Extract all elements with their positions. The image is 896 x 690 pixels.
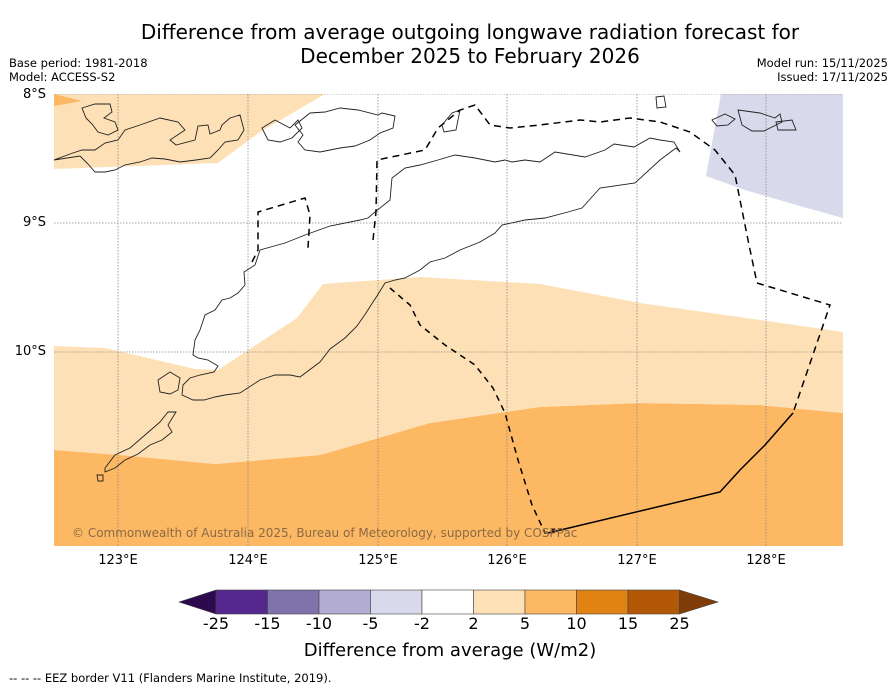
coastline-islet-1 [96,474,104,482]
lon-label-124e: 124°E [228,553,268,568]
coastline-savu [157,371,181,395]
lon-label-123e: 123°E [98,553,138,568]
colorbar-tick-label: -5 [362,614,379,633]
model-run-date: Model run: 15/11/2025 [756,56,888,70]
issued-date: Issued: 17/11/2025 [777,70,888,84]
title-line-2: December 2025 to February 2026 [300,44,640,68]
colorbar-tick-label: -10 [305,614,333,633]
colorbar-swatch-1 [267,589,320,615]
lat-label-10s: 10°S [14,344,46,359]
colorbar-tick-label: 2 [468,614,479,633]
colorbar-swatch-6 [524,589,577,615]
title-line-1: Difference from average outgoing longwav… [140,20,800,44]
coastline-rote [104,411,177,473]
coastline-small-island-2 [655,95,667,109]
eez-legend-footer: -- -- -- EEZ border V11 (Flanders Marine… [9,671,332,685]
colorbar-tick-label: -25 [202,614,230,633]
eez-border-dashed-timor [389,287,556,534]
model-info: Base period: 1981-2018 Model: ACCESS-S2 [9,56,148,84]
lat-label-8s: 8°S [22,87,46,102]
coastline-flores-west [81,103,119,136]
coastlines [54,95,797,482]
coastline-north-islands [54,114,245,173]
colorbar-swatch-7 [576,589,629,615]
colorbar-swatch-3 [370,589,423,615]
lon-label-128e: 128°E [746,553,786,568]
chart-title: Difference from average outgoing longwav… [100,20,840,68]
model-name: Model: ACCESS-S2 [9,70,116,84]
coastline-timor [181,137,681,401]
lon-label-126e: 126°E [487,553,527,568]
colorbar-label: Difference from average (W/m2) [303,640,597,661]
colorbar-tick-label: -15 [254,614,281,633]
colorbar-swatch-0 [215,589,268,615]
colorbar-tick-label: 5 [519,614,531,633]
region-lavender-northeast [706,94,843,218]
colorbar-tick-label: 15 [617,614,639,633]
coastline-tanimbar-2 [737,109,783,132]
lat-label-9s: 9°S [22,215,46,230]
colorbar-swatch-8 [627,589,680,615]
plot-area [54,94,843,546]
coastline-island-alor [261,119,303,143]
coastline-tanimbar-3 [775,119,797,131]
base-period: Base period: 1981-2018 [9,56,148,70]
run-info: Model run: 15/11/2025 Issued: 17/11/2025 [757,56,888,84]
eez-border-solid [547,412,794,534]
gridlines [54,94,843,546]
coastline-wetar [294,107,396,153]
colorbar-tick-label: 25 [669,614,690,633]
region-light-orange-north [54,94,325,169]
colorbar-extend-min [178,589,217,615]
colorbar-swatch-4 [421,589,474,615]
colorbar-tick-label: 10 [566,614,587,633]
eez-border-dashed [251,104,831,414]
colorbar-extend-max [679,589,720,615]
lon-label-125e: 125°E [358,553,398,568]
copyright-notice: © Commonwealth of Australia 2025, Bureau… [72,526,578,540]
colorbar-swatch-2 [318,589,371,615]
region-light-orange-middle [54,277,843,464]
colorbar [178,589,720,615]
colorbar-tick-label: -2 [414,614,430,633]
region-orange-north-sliver [54,94,82,106]
coastline-tanimbar-1 [711,113,736,127]
coastline-small-island-1 [441,109,461,133]
lon-label-127e: 127°E [617,553,657,568]
colorbar-swatch-5 [473,589,526,615]
